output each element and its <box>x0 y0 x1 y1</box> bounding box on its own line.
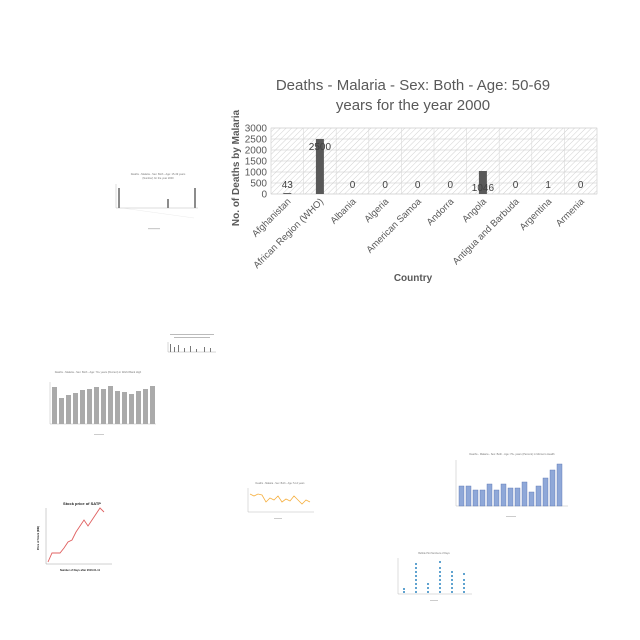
thumbnail-bar-chart-blue: Deaths - Malaria - Sex: Both - Age: 70+ … <box>446 450 572 522</box>
thumb-title-line-2: (Number) for the year 2000 <box>142 176 174 180</box>
thumb-xlabel: Number of Days after 2016-01-11 <box>60 568 101 572</box>
data-label: 0 <box>513 180 519 191</box>
bar <box>283 193 292 194</box>
chart-title-line-1: Deaths - Malaria - Sex: Both - Age: 50-6… <box>276 77 550 94</box>
thumb-bar <box>194 188 196 208</box>
y-tick-label: 2000 <box>245 146 268 157</box>
bar <box>315 139 324 194</box>
y-tick-label: 3000 <box>245 124 268 135</box>
data-label: 1046 <box>472 183 495 194</box>
thumbnail-bar-chart-gray-small: Deaths - Malaria - Sex: Both - Age: 15-4… <box>108 170 204 232</box>
x-axis-title: Country <box>394 273 433 284</box>
main-chart-svg: Deaths - Malaria - Sex: Both - Age: 50-6… <box>231 77 598 284</box>
main-chart: Deaths - Malaria - Sex: Both - Age: 50-6… <box>225 70 605 290</box>
thumb-bar <box>118 188 120 208</box>
y-tick-label: 2500 <box>245 135 268 146</box>
data-label: 1 <box>545 180 551 191</box>
thumb-ylabel: Price of Stock (INR) <box>36 526 40 550</box>
data-label: 0 <box>578 180 584 191</box>
y-tick-label: 1500 <box>245 157 268 168</box>
data-label: 2500 <box>309 142 332 153</box>
thumb-title: Deaths - Malaria - Sex: Both - Age: 70+ … <box>55 370 142 374</box>
bar <box>478 170 487 194</box>
data-label: 0 <box>448 180 454 191</box>
data-labels: 43 2500 0 0 0 0 1046 0 1 0 <box>282 142 584 194</box>
data-label: 43 <box>282 180 294 191</box>
y-tick-label: 1000 <box>245 168 268 179</box>
x-tick-label: Andorra <box>425 196 457 228</box>
x-tick-label: Argentina <box>518 196 555 233</box>
x-tick-label: Algeria <box>363 196 392 225</box>
y-tick-label: 500 <box>250 179 267 190</box>
thumbnail-bar-chart-gray-wide: Deaths - Malaria - Sex: Both - Age: 70+ … <box>34 368 160 440</box>
y-axis-title: No. of Deaths by Malaria <box>231 109 242 226</box>
data-label: 0 <box>415 180 421 191</box>
thumb-title: Deaths - Malaria - Sex: Both - Age: 70+ … <box>469 452 555 456</box>
x-tick-label: American Samoa <box>365 196 425 256</box>
grid-lines <box>270 127 598 195</box>
thumb-title: Stock price of SATP <box>63 501 101 506</box>
thumbnail-bar-chart-tiny <box>166 332 218 360</box>
thumb-title-line-1: Deaths - Malaria - Sex: Both - Age: 15-4… <box>131 172 186 176</box>
thumbnail-line-chart-red: Stock price of SATP Price of Stock (INR)… <box>34 498 116 574</box>
thumb-title: Deaths - Malaria - Sex: Both - Age: 5-14… <box>256 482 306 485</box>
thumbnail-line-chart-orange: Deaths - Malaria - Sex: Both - Age: 5-14… <box>242 480 316 522</box>
y-tick-label: 0 <box>261 190 267 201</box>
chart-title-line-2: years for the year 2000 <box>336 97 490 114</box>
thumb-bar <box>167 199 169 208</box>
thumbnail-dot-chart: Bubble Plot Numbers of Days <box>382 548 476 604</box>
thumb-title: Bubble Plot Numbers of Days <box>418 552 450 555</box>
data-label: 0 <box>350 180 356 191</box>
bars <box>283 139 553 194</box>
x-tick-label: Albania <box>328 196 359 227</box>
x-tick-label: Angola <box>460 196 489 225</box>
data-label: 0 <box>382 180 388 191</box>
x-tick-label: Armenia <box>554 196 587 229</box>
